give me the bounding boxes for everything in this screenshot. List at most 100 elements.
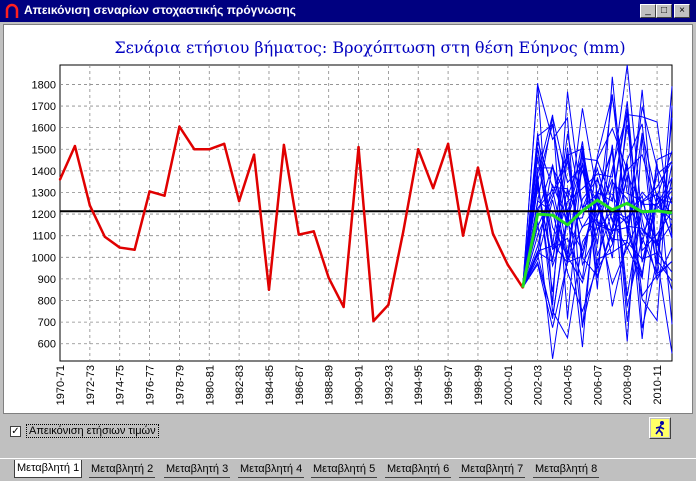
historical-point <box>312 230 315 233</box>
scenario-line <box>522 123 673 354</box>
tab-variable-7[interactable]: Μεταβλητή 7 <box>459 461 526 478</box>
y-tick-label: 1300 <box>32 187 56 199</box>
scenario-line <box>522 146 673 359</box>
y-tick-label: 1100 <box>32 231 56 243</box>
historical-point <box>446 142 450 146</box>
show-annual-option[interactable]: ✓ Απεικόνιση ετήσιων τιμών <box>10 423 159 439</box>
x-tick-label: 1976-77 <box>145 365 157 405</box>
show-annual-label[interactable]: Απεικόνιση ετήσιων τιμών <box>26 424 159 438</box>
forecast-mean-line <box>521 198 673 288</box>
y-tick-label: 900 <box>38 274 56 286</box>
run-button[interactable] <box>649 417 671 439</box>
y-tick-label: 600 <box>38 339 56 351</box>
historical-point <box>431 186 435 190</box>
historical-point <box>58 178 62 181</box>
scenario-line <box>522 151 673 307</box>
historical-point <box>417 148 420 151</box>
historical-point <box>73 144 77 148</box>
scenario-line <box>522 112 673 288</box>
historical-point <box>491 232 495 235</box>
rainfall-scenarios-chart: Σενάρια ετήσιου βήματος: Βροχόπτωση στη … <box>32 38 673 405</box>
x-tick-label: 1986-87 <box>294 365 306 405</box>
x-tick-label: 2000-01 <box>503 365 515 405</box>
historical-point <box>118 246 121 249</box>
tab-variable-6[interactable]: Μεταβλητή 6 <box>385 461 452 478</box>
x-tick-label: 2010-11 <box>652 365 664 405</box>
y-tick-label: 1000 <box>32 252 56 264</box>
scenario-line <box>522 96 673 288</box>
historical-point <box>506 263 510 267</box>
historical-point <box>103 235 106 238</box>
historical-series-line <box>58 125 524 323</box>
historical-point <box>372 319 375 323</box>
historical-point <box>342 305 345 309</box>
x-tick-label: 1994-95 <box>413 365 425 405</box>
tab-variable-1[interactable]: Μεταβλητή 1 <box>14 460 83 478</box>
y-tick-label: 1200 <box>32 209 56 221</box>
x-tick-label: 1990-91 <box>354 365 366 405</box>
variable-tabs: Μεταβλητή 1 Μεταβλητή 2 Μεταβλητή 3 Μεταβλη… <box>0 458 696 481</box>
maximize-button[interactable]: □ <box>656 4 672 18</box>
x-tick-label: 1988-89 <box>324 365 336 405</box>
tab-variable-4[interactable]: Μεταβλητή 4 <box>238 461 305 478</box>
historical-point <box>178 125 181 128</box>
app-arch-icon <box>5 3 19 18</box>
tab-variable-5[interactable]: Μεταβλητή 5 <box>311 461 378 478</box>
historical-point <box>148 190 151 193</box>
scenario-line <box>522 83 673 306</box>
historical-point <box>208 148 211 151</box>
tab-variable-8[interactable]: Μεταβλητή 8 <box>533 461 600 478</box>
x-tick-label: 2006-07 <box>592 365 604 405</box>
scenario-line <box>522 84 673 326</box>
historical-point <box>297 233 301 236</box>
x-tick-label: 1980-81 <box>204 365 216 405</box>
y-tick-label: 1400 <box>32 166 56 178</box>
scenario-line <box>522 105 673 322</box>
scenario-line <box>522 86 673 288</box>
historical-point <box>402 230 405 233</box>
scenario-line <box>522 133 673 291</box>
y-tick-label: 1700 <box>32 101 56 113</box>
chart-panel: Σενάρια ετήσιου βήματος: Βροχόπτωση στη … <box>3 24 693 414</box>
x-tick-label: 1996-97 <box>443 365 455 405</box>
historical-point <box>282 143 286 147</box>
scenario-line <box>522 148 673 292</box>
running-man-icon <box>651 419 669 437</box>
tab-variable-2[interactable]: Μεταβλητή 2 <box>89 461 156 478</box>
minimize-button[interactable]: _ <box>640 4 656 18</box>
x-tick-label: 1972-73 <box>85 365 97 405</box>
close-button[interactable]: × <box>674 4 690 18</box>
x-tick-label: 2004-05 <box>563 365 575 405</box>
y-tick-label: 1800 <box>32 79 56 91</box>
scenario-line <box>522 144 673 319</box>
title-bar: Απεικόνιση σεναρίων στοχαστικής πρόγνωση… <box>0 0 696 22</box>
window-title: Απεικόνιση σεναρίων στοχαστικής πρόγνωση… <box>24 3 296 17</box>
historical-point <box>163 194 166 197</box>
scenario-line <box>522 152 673 328</box>
x-tick-label: 1984-85 <box>264 365 276 405</box>
show-annual-checkbox[interactable]: ✓ <box>10 425 21 437</box>
historical-point <box>327 276 330 280</box>
y-tick-label: 1600 <box>32 123 56 135</box>
chart-title: Σενάρια ετήσιου βήματος: Βροχόπτωση στη … <box>114 38 625 57</box>
x-tick-label: 1982-83 <box>234 365 246 405</box>
y-tick-label: 700 <box>38 317 56 329</box>
x-tick-label: 1978-79 <box>174 365 186 405</box>
historical-point <box>357 145 360 149</box>
y-tick-label: 1500 <box>32 144 56 156</box>
x-tick-label: 1974-75 <box>115 365 127 405</box>
x-tick-label: 2002-03 <box>533 365 545 405</box>
historical-point <box>476 166 480 169</box>
historical-point <box>387 303 390 307</box>
tab-variable-3[interactable]: Μεταβλητή 3 <box>164 461 231 478</box>
y-tick-label: 800 <box>38 296 56 308</box>
historical-point <box>267 288 271 291</box>
historical-point <box>193 148 196 151</box>
x-tick-label: 1992-93 <box>383 365 395 405</box>
x-tick-label: 2008-09 <box>622 365 634 405</box>
historical-point <box>252 153 256 156</box>
historical-point <box>461 234 465 237</box>
x-tick-label: 1970-71 <box>55 365 67 405</box>
scenario-line <box>522 76 673 289</box>
historical-point <box>222 142 226 146</box>
